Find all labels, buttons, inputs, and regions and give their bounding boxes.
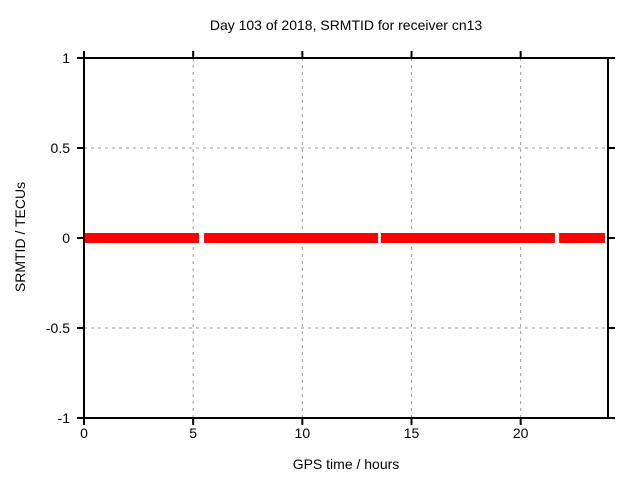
x-tick-label: 5 xyxy=(189,425,198,441)
x-tick-label: 10 xyxy=(294,425,311,441)
y-tick-label: 0.5 xyxy=(50,140,70,156)
y-tick-label: 0 xyxy=(62,230,70,246)
plot-border xyxy=(83,57,609,419)
y-tick-label: 1 xyxy=(62,50,70,66)
x-tick-label: 0 xyxy=(80,425,88,441)
x-axis-label: GPS time / hours xyxy=(292,456,400,472)
y-tick-label: -1 xyxy=(57,410,70,426)
x-tick-label: 20 xyxy=(512,425,529,441)
x-tick-label: 15 xyxy=(403,425,420,441)
y-tick-label: -0.5 xyxy=(45,320,70,336)
chart-title: Day 103 of 2018, SRMTID for receiver cn1… xyxy=(209,17,483,33)
